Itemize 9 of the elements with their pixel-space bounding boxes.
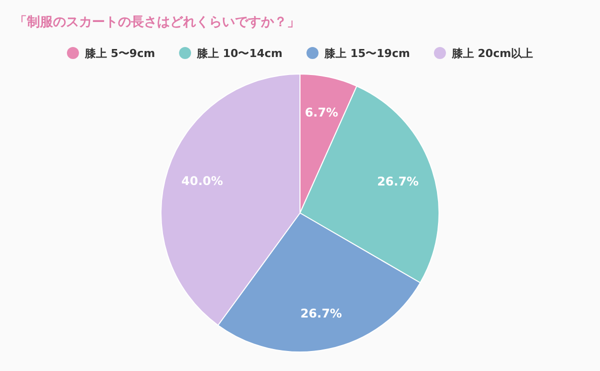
legend-label: 膝上 5〜9cm xyxy=(84,47,156,60)
chart-title: 「制服のスカートの長さはどれくらいですか？」 xyxy=(14,15,300,30)
data-label: 26.7% xyxy=(300,306,342,321)
legend-label: 膝上 20cm以上 xyxy=(450,47,534,60)
legend-label: 膝上 10〜14cm xyxy=(196,47,282,60)
data-label: 26.7% xyxy=(377,174,419,188)
data-label: 6.7% xyxy=(304,105,338,120)
legend-label: 膝上 15〜19cm xyxy=(324,47,410,60)
data-label: 40.0% xyxy=(181,174,224,188)
